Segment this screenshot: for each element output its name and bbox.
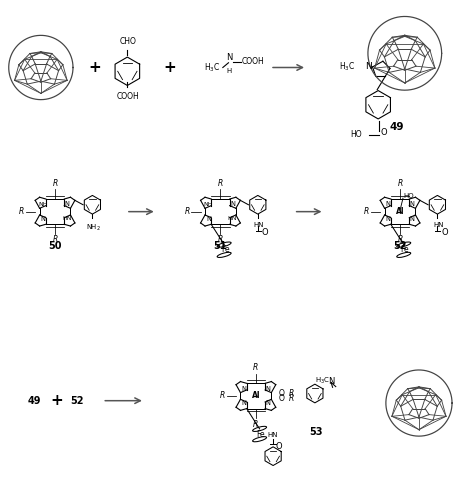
Text: Al: Al <box>252 392 260 400</box>
Text: R: R <box>53 179 58 188</box>
Text: 49: 49 <box>28 396 41 406</box>
Text: R: R <box>253 363 258 372</box>
Text: R: R <box>53 235 58 244</box>
Text: N: N <box>410 216 414 222</box>
Text: NH$_2$: NH$_2$ <box>86 222 101 233</box>
Text: HN: HN <box>433 222 444 228</box>
Text: Al: Al <box>396 207 404 216</box>
Text: H: H <box>227 69 232 74</box>
Text: N: N <box>386 201 391 207</box>
Text: N: N <box>328 377 334 386</box>
Text: O: O <box>441 228 448 237</box>
Text: R: R <box>289 389 294 398</box>
Text: N: N <box>230 201 235 207</box>
Text: R: R <box>184 207 190 216</box>
Text: N: N <box>265 385 270 392</box>
Text: N: N <box>365 62 372 72</box>
Text: HN: HN <box>62 216 72 221</box>
Text: CHO: CHO <box>120 37 137 46</box>
Text: N: N <box>242 385 246 392</box>
Text: Fe: Fe <box>256 430 265 439</box>
Text: HN: HN <box>268 432 278 438</box>
Text: +: + <box>164 60 176 75</box>
Text: O: O <box>262 228 268 237</box>
Text: N: N <box>410 201 414 207</box>
Text: O: O <box>380 128 387 137</box>
Text: COOH: COOH <box>117 92 140 101</box>
Text: HN: HN <box>254 222 264 228</box>
Text: H$_3$C: H$_3$C <box>204 61 220 74</box>
Text: O: O <box>275 443 282 451</box>
Text: HO: HO <box>350 130 362 139</box>
Text: N: N <box>64 201 69 207</box>
Text: N: N <box>386 216 391 222</box>
Text: 49: 49 <box>390 121 404 132</box>
Text: O: O <box>279 389 285 398</box>
Text: N: N <box>226 53 233 62</box>
Text: 53: 53 <box>310 427 323 437</box>
Text: R: R <box>397 179 403 188</box>
Text: R: R <box>289 394 294 403</box>
Text: HO: HO <box>404 193 414 199</box>
Text: COOH: COOH <box>242 57 264 66</box>
Text: O: O <box>279 394 285 403</box>
Text: 51: 51 <box>214 240 227 251</box>
Text: +: + <box>50 393 63 408</box>
Text: R: R <box>218 179 223 188</box>
Text: 52: 52 <box>393 240 407 251</box>
Text: N: N <box>265 400 270 406</box>
Text: +: + <box>88 60 100 75</box>
Text: R: R <box>253 420 258 429</box>
Text: R: R <box>19 207 24 216</box>
Text: N: N <box>206 216 211 222</box>
Text: R: R <box>364 207 369 216</box>
Text: 52: 52 <box>71 396 84 406</box>
Text: R: R <box>218 235 223 244</box>
Text: NH: NH <box>38 202 48 207</box>
Text: Fe: Fe <box>221 245 229 254</box>
Text: NH: NH <box>204 202 213 207</box>
Text: 50: 50 <box>48 240 62 251</box>
Text: HN: HN <box>228 216 237 221</box>
Text: R: R <box>397 235 403 244</box>
Text: R: R <box>220 392 225 400</box>
Text: H$_3$C: H$_3$C <box>339 60 356 73</box>
Text: N: N <box>41 216 46 222</box>
Text: Fe: Fe <box>401 245 409 254</box>
Text: N: N <box>242 400 246 406</box>
Text: H$_3$C: H$_3$C <box>315 376 329 386</box>
